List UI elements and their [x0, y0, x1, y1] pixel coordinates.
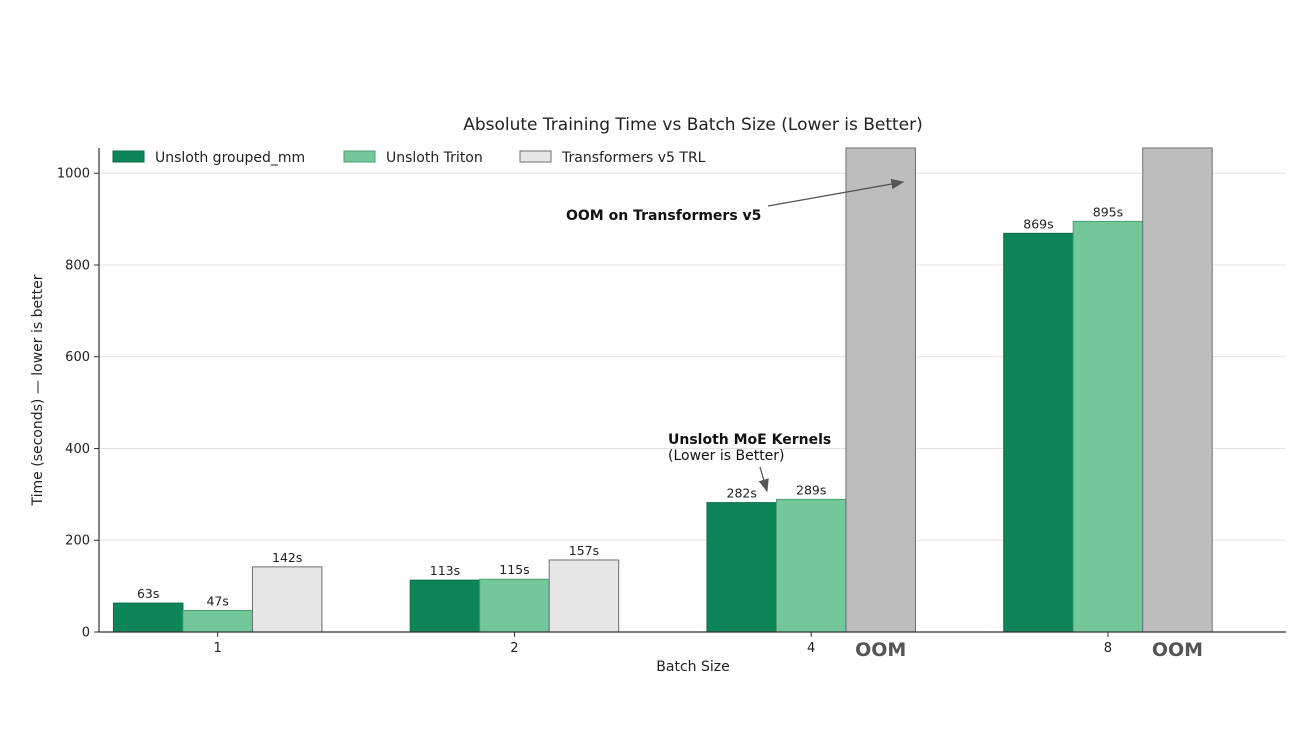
bar-value-label: 869s [1023, 216, 1053, 231]
legend-label: Unsloth grouped_mm [155, 150, 305, 166]
y-tick-label: 400 [65, 442, 90, 457]
kernels-annotation-subtitle: (Lower is Better) [668, 448, 785, 464]
bar [1003, 232, 1074, 633]
bar-value-label: 47s [206, 593, 228, 608]
bar-value-label: 142s [272, 550, 302, 565]
oom-label: OOM [1152, 639, 1203, 661]
x-tick-label: 1 [214, 641, 222, 656]
x-tick-label: 4 [807, 641, 815, 656]
bar-value-label: 115s [499, 562, 529, 577]
legend-swatch [519, 150, 552, 163]
bar [706, 502, 777, 633]
bars [112, 147, 1213, 633]
bar [409, 579, 481, 633]
bar-value-label: 157s [569, 543, 599, 558]
chart-title: Absolute Training Time vs Batch Size (Lo… [463, 115, 923, 135]
oom-label: OOM [855, 639, 906, 661]
bar [251, 566, 323, 633]
x-axis-title: Batch Size [656, 659, 729, 675]
x-tick-label: 8 [1104, 641, 1112, 656]
legend-label: Transformers v5 TRL [561, 150, 706, 166]
legend: Unsloth grouped_mm Unsloth Triton Transfor… [112, 150, 706, 166]
y-tick-label: 600 [65, 350, 90, 365]
oom-annotation: OOM on Transformers v5 [566, 208, 761, 224]
bar [1072, 220, 1144, 633]
x-tick-label: 2 [510, 641, 518, 656]
legend-label: Unsloth Triton [386, 150, 483, 166]
bar-value-label: 289s [796, 482, 826, 497]
bar [775, 498, 847, 633]
y-axis-ticks: 0 200 400 600 800 1000 [57, 167, 99, 641]
y-tick-label: 800 [65, 258, 90, 273]
bar-value-label: 282s [727, 486, 757, 501]
bar [182, 609, 253, 633]
bar [479, 578, 550, 633]
bar-value-label: 113s [430, 563, 460, 578]
oom-bar [1142, 147, 1213, 633]
kernels-annotation-title: Unsloth MoE Kernels [668, 432, 831, 448]
y-tick-label: 200 [65, 534, 90, 549]
legend-swatch [343, 150, 376, 163]
y-axis-title: Time (seconds) — lower is better [30, 274, 46, 506]
bar-labels: 63s 47s 142s 113s 115s 157s 282s 289s 869s 895s [137, 204, 1123, 608]
oom-labels: OOM OOM [855, 639, 1203, 661]
y-tick-label: 1000 [57, 167, 90, 182]
oom-bar [845, 147, 916, 633]
x-axis-ticks: 1 2 4 8 [214, 632, 1112, 656]
bar-value-label: 895s [1093, 204, 1123, 219]
legend-swatch [112, 150, 145, 163]
bar [548, 559, 620, 633]
oom-annotation-arrow [767, 178, 905, 207]
bar-value-label: 63s [137, 586, 159, 601]
y-tick-label: 0 [82, 626, 90, 641]
bar [112, 602, 184, 633]
kernels-annotation-arrow [758, 466, 769, 493]
